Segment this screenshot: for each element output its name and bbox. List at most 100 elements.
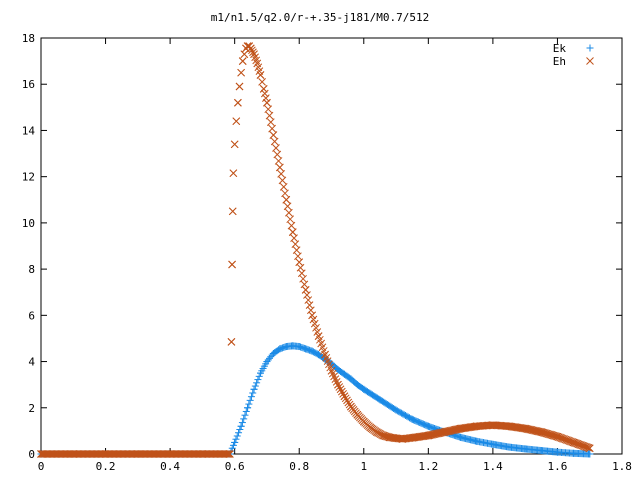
- data-point-interp: [336, 385, 345, 394]
- data-point-interp: [563, 436, 571, 444]
- x-tick-label: 1.8: [612, 460, 632, 473]
- data-point-interp: [244, 404, 252, 412]
- data-point-interp: [308, 311, 316, 320]
- data-point-interp: [234, 98, 242, 107]
- y-tick-label: 6: [28, 309, 35, 322]
- y-tick-label: 12: [22, 171, 35, 184]
- data-point-interp: [227, 338, 236, 346]
- y-tick-label: 14: [22, 124, 36, 137]
- data-point-interp: [305, 301, 314, 310]
- data-point-interp: [304, 296, 313, 304]
- data-point-interp: [263, 98, 271, 107]
- y-tick-label: 8: [28, 263, 35, 276]
- data-point-interp: [287, 221, 296, 230]
- data-point-interp: [273, 150, 282, 159]
- data-point-interp: [253, 379, 261, 387]
- data-point-interp: [306, 306, 315, 315]
- data-point-interp: [231, 438, 239, 446]
- data-point-interp: [240, 50, 249, 59]
- data-point-interp: [564, 436, 573, 445]
- data-point-interp: [340, 392, 349, 401]
- data-point-interp: [242, 407, 250, 415]
- x-tick-label: 0.8: [289, 460, 309, 473]
- data-point-interp: [301, 286, 310, 294]
- data-point-interp: [586, 450, 594, 458]
- data-point-interp: [279, 182, 288, 191]
- data-point-interp: [283, 202, 292, 211]
- data-point-interp: [255, 372, 263, 380]
- data-point-interp: [313, 328, 322, 336]
- data-point-interp: [251, 382, 259, 390]
- data-point-interp: [270, 137, 279, 146]
- data-point-interp: [266, 118, 275, 126]
- data-point-interp: [584, 443, 593, 452]
- data-point-interp: [228, 207, 237, 216]
- data-point-interp: [278, 176, 287, 185]
- x-tick-label: 1.4: [483, 460, 503, 473]
- data-point-interp: [554, 433, 563, 442]
- data-point-interp: [560, 435, 569, 443]
- legend-marker-ek: [586, 44, 594, 52]
- data-point-interp: [583, 443, 592, 452]
- data-point-interp: [228, 444, 236, 452]
- x-tick-label: 0.6: [225, 460, 245, 473]
- data-point-interp: [237, 422, 245, 430]
- data-point-interp: [312, 323, 320, 332]
- x-tick-label: 0.4: [160, 460, 180, 473]
- data-point-interp: [309, 315, 318, 324]
- x-tick-label: 0: [38, 460, 45, 473]
- data-point-interp: [222, 450, 230, 458]
- y-tick-label: 0: [28, 448, 35, 461]
- data-point-interp: [557, 434, 566, 442]
- data-point-interp: [237, 68, 245, 77]
- data-point-interp: [286, 215, 295, 224]
- series-layer: [37, 42, 594, 458]
- data-point-interp: [294, 252, 302, 261]
- data-point-interp: [337, 387, 346, 396]
- legend-marker-eh: [586, 57, 594, 65]
- data-point-interp: [269, 131, 278, 139]
- data-point-interp: [276, 163, 284, 172]
- data-point-interp: [241, 411, 249, 419]
- data-point-interp: [250, 385, 258, 393]
- data-point-interp: [274, 157, 283, 165]
- y-tick-label: 4: [28, 356, 35, 369]
- data-point-interp: [285, 208, 293, 217]
- data-point-interp: [223, 450, 232, 458]
- data-point-interp: [232, 435, 240, 443]
- data-point-interp: [249, 389, 257, 397]
- series-ek: [37, 342, 594, 458]
- data-point-interp: [232, 117, 241, 126]
- data-point-interp: [288, 228, 297, 236]
- data-point-interp: [246, 44, 255, 53]
- data-point-interp: [339, 390, 347, 398]
- data-point-interp: [277, 170, 286, 178]
- data-point-interp: [248, 46, 256, 55]
- data-point-interp: [341, 394, 350, 403]
- data-point-interp: [556, 433, 564, 442]
- x-tick-label: 1.2: [418, 460, 438, 473]
- x-axis: 0 0.2 0.4 0.6 0.8 1 1.2 1.4 1.6 1.8: [38, 38, 632, 473]
- y-axis: 0 2 4 6 8 10 12 14 16 18: [22, 32, 622, 461]
- data-point-interp: [246, 396, 254, 404]
- data-point-interp: [254, 376, 262, 384]
- data-point-interp: [281, 189, 289, 198]
- data-point-interp: [272, 144, 280, 152]
- data-point-interp: [292, 246, 301, 255]
- data-point-interp: [245, 400, 253, 408]
- data-point-interp: [235, 429, 243, 437]
- data-point-interp: [335, 383, 344, 391]
- data-point-interp: [262, 94, 270, 102]
- data-point-interp: [344, 398, 353, 407]
- data-point-interp: [258, 78, 266, 86]
- data-point-interp: [247, 393, 255, 401]
- data-point-interp: [238, 57, 247, 65]
- plot-frame: [40, 37, 623, 455]
- data-point-interp: [224, 450, 233, 458]
- series-eh: [37, 42, 594, 458]
- data-point-interp: [233, 432, 241, 440]
- data-point-interp: [236, 426, 244, 434]
- data-point-interp: [585, 444, 594, 453]
